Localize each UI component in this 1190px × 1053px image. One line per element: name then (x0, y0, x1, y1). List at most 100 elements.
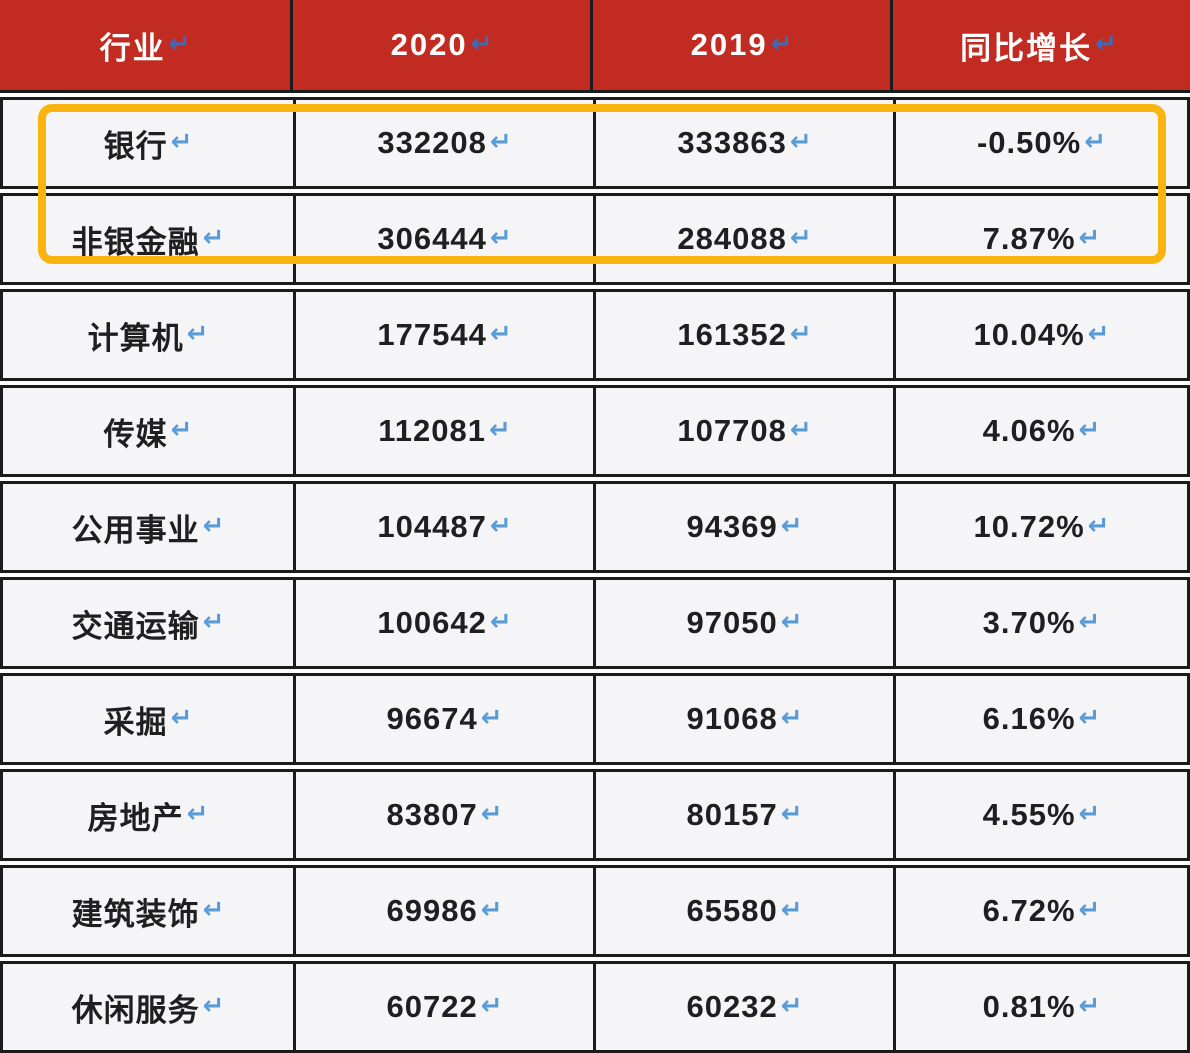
value-2019: 107708 (677, 413, 787, 448)
cell-2019-value: 80157 ↵ (596, 772, 896, 858)
value-growth: 0.81% (982, 989, 1076, 1024)
value-2020: 306444 (377, 221, 487, 256)
paragraph-mark-icon: ↵ (1078, 798, 1101, 828)
table-row: 建筑装饰 ↵ 69986 ↵ 65580 ↵ 6.72% ↵ (0, 865, 1190, 957)
paragraph-mark-icon: ↵ (480, 798, 503, 828)
table-row: 非银金融 ↵ 306444 ↵ 284088 ↵ 7.87% ↵ (0, 193, 1190, 285)
cell-2019-value: 65580 ↵ (596, 868, 896, 954)
cell-2020-value: 100642 ↵ (296, 580, 596, 666)
cell-growth-value: 6.72% ↵ (896, 868, 1187, 954)
table-row: 采掘 ↵ 96674 ↵ 91068 ↵ 6.16% ↵ (0, 673, 1190, 765)
paragraph-mark-icon: ↵ (780, 606, 803, 636)
value-2019: 94369 (686, 509, 778, 544)
paragraph-mark-icon: ↵ (789, 414, 812, 444)
cell-2019-value: 107708 ↵ (596, 388, 896, 474)
value-2020: 332208 (377, 125, 487, 160)
value-growth: 6.16% (982, 701, 1076, 736)
cell-2020-value: 177544 ↵ (296, 292, 596, 378)
paragraph-mark-icon: ↵ (1087, 510, 1110, 540)
header-cell-yoy-growth: 同比增长 ↵ (893, 0, 1184, 90)
value-2019: 333863 (677, 125, 787, 160)
paragraph-mark-icon: ↵ (186, 798, 209, 828)
cell-2019-value: 97050 ↵ (596, 580, 896, 666)
paragraph-mark-icon: ↵ (480, 894, 503, 924)
table-body: 银行 ↵ 332208 ↵ 333863 ↵ -0.50% ↵ 非银金融 ↵ 3… (0, 97, 1190, 1053)
value-growth: 10.72% (973, 509, 1085, 544)
industry-label: 交通运输 (71, 608, 200, 644)
header-cell-2020: 2020 ↵ (293, 0, 593, 90)
industry-label: 休闲服务 (71, 992, 200, 1028)
industry-label: 建筑装饰 (71, 896, 200, 932)
value-2020: 100642 (377, 605, 487, 640)
paragraph-mark-icon: ↵ (1078, 222, 1101, 252)
paragraph-mark-icon: ↵ (202, 222, 225, 252)
paragraph-mark-icon: ↵ (170, 126, 193, 156)
value-growth: 7.87% (982, 221, 1076, 256)
paragraph-mark-icon: ↵ (470, 28, 493, 58)
paragraph-mark-icon: ↵ (1078, 414, 1101, 444)
value-2020: 60722 (386, 989, 478, 1024)
cell-growth-value: -0.50% ↵ (896, 100, 1187, 186)
header-cell-industry: 行业 ↵ (0, 0, 293, 90)
value-2019: 65580 (686, 893, 778, 928)
paragraph-mark-icon: ↵ (780, 702, 803, 732)
cell-industry: 非银金融 ↵ (3, 196, 296, 282)
paragraph-mark-icon: ↵ (789, 222, 812, 252)
value-2019: 97050 (686, 605, 778, 640)
value-2020: 112081 (378, 413, 486, 448)
paragraph-mark-icon: ↵ (489, 318, 512, 348)
paragraph-mark-icon: ↵ (480, 990, 503, 1020)
column-header-label: 2020 (390, 27, 468, 62)
cell-2020-value: 83807 ↵ (296, 772, 596, 858)
cell-growth-value: 7.87% ↵ (896, 196, 1187, 282)
paragraph-mark-icon: ↵ (170, 414, 193, 444)
value-2020: 177544 (377, 317, 487, 352)
value-growth: 6.72% (982, 893, 1076, 928)
cell-industry: 计算机 ↵ (3, 292, 296, 378)
value-growth: 10.04% (973, 317, 1085, 352)
paragraph-mark-icon: ↵ (770, 28, 793, 58)
table-row: 银行 ↵ 332208 ↵ 333863 ↵ -0.50% ↵ (0, 97, 1190, 189)
cell-industry: 建筑装饰 ↵ (3, 868, 296, 954)
cell-2020-value: 332208 ↵ (296, 100, 596, 186)
value-2020: 96674 (386, 701, 478, 736)
column-header-label: 行业 (99, 30, 166, 66)
table-row: 传媒 ↵ 112081 ↵ 107708 ↵ 4.06% ↵ (0, 385, 1190, 477)
paragraph-mark-icon: ↵ (1078, 990, 1101, 1020)
industry-label: 房地产 (87, 800, 184, 836)
value-2019: 60232 (686, 989, 778, 1024)
column-header-label: 同比增长 (960, 30, 1093, 66)
paragraph-mark-icon: ↵ (1084, 126, 1107, 156)
paragraph-mark-icon: ↵ (489, 126, 512, 156)
cell-industry: 交通运输 ↵ (3, 580, 296, 666)
table-row: 交通运输 ↵ 100642 ↵ 97050 ↵ 3.70% ↵ (0, 577, 1190, 669)
cell-2019-value: 333863 ↵ (596, 100, 896, 186)
paragraph-mark-icon: ↵ (780, 798, 803, 828)
cell-growth-value: 0.81% ↵ (896, 964, 1187, 1050)
cell-growth-value: 4.55% ↵ (896, 772, 1187, 858)
table-header-row: 行业 ↵ 2020 ↵ 2019 ↵ 同比增长 ↵ (0, 0, 1190, 93)
paragraph-mark-icon: ↵ (489, 606, 512, 636)
column-header-label: 2019 (690, 27, 768, 62)
value-2020: 69986 (386, 893, 478, 928)
industry-label: 公用事业 (71, 512, 200, 548)
value-growth: 4.06% (982, 413, 1076, 448)
paragraph-mark-icon: ↵ (1078, 894, 1101, 924)
paragraph-mark-icon: ↵ (168, 28, 191, 58)
cell-2019-value: 91068 ↵ (596, 676, 896, 762)
value-growth: 4.55% (982, 797, 1076, 832)
industry-label: 非银金融 (71, 224, 200, 260)
paragraph-mark-icon: ↵ (480, 702, 503, 732)
cell-industry: 休闲服务 ↵ (3, 964, 296, 1050)
cell-2020-value: 306444 ↵ (296, 196, 596, 282)
cell-growth-value: 4.06% ↵ (896, 388, 1187, 474)
paragraph-mark-icon: ↵ (170, 702, 193, 732)
cell-2020-value: 112081 ↵ (296, 388, 596, 474)
value-2020: 104487 (377, 509, 487, 544)
cell-growth-value: 6.16% ↵ (896, 676, 1187, 762)
paragraph-mark-icon: ↵ (202, 510, 225, 540)
paragraph-mark-icon: ↵ (488, 414, 511, 444)
industry-label: 银行 (103, 128, 168, 164)
table-row: 计算机 ↵ 177544 ↵ 161352 ↵ 10.04% ↵ (0, 289, 1190, 381)
